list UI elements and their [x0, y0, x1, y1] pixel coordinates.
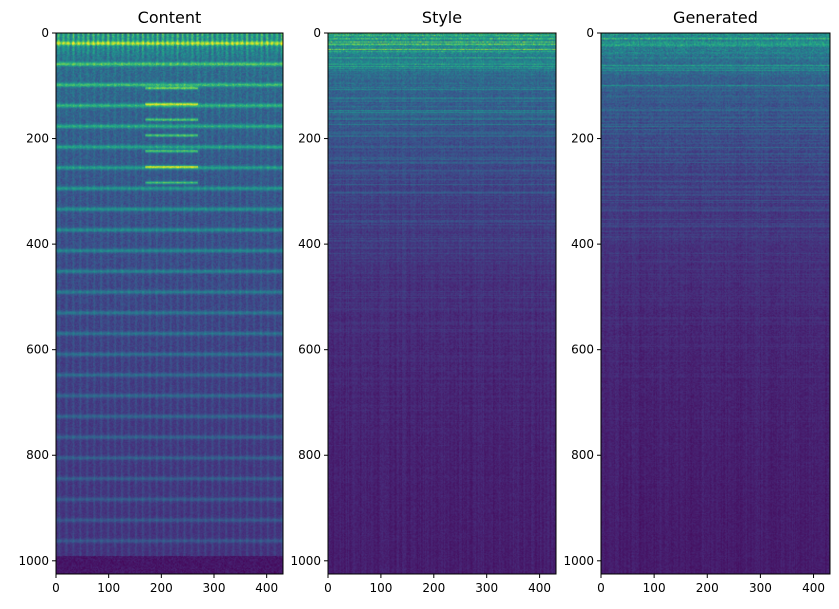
- x-tick-label: 0: [52, 581, 60, 595]
- panel-style: Style 0 100 200 300 400 0 200 400 600 800 1000: [290, 8, 557, 595]
- panel-title: Content: [138, 8, 202, 27]
- spectrogram-image: [601, 33, 830, 574]
- panel-generated: Generated 0 100 200 300 400 0 200 400 600 800 1000: [563, 8, 831, 595]
- x-tick-label: 300: [749, 581, 772, 595]
- x-tick-label: 300: [203, 581, 226, 595]
- x-tick-label: 100: [97, 581, 120, 595]
- y-tick-label: 0: [586, 26, 594, 40]
- y-tick-label: 400: [26, 237, 49, 251]
- y-tick-label: 1000: [563, 554, 594, 568]
- y-tick-label: 800: [298, 448, 321, 462]
- x-tick-label: 400: [255, 581, 278, 595]
- axes-frame: [600, 32, 831, 575]
- x-tick-label: 200: [150, 581, 173, 595]
- y-tick-label: 1000: [18, 554, 49, 568]
- panel-title: Style: [422, 8, 462, 27]
- axes-frame: [327, 32, 557, 575]
- y-tick-label: 600: [571, 343, 594, 357]
- y-tick-label: 800: [571, 448, 594, 462]
- x-tick-label: 200: [696, 581, 719, 595]
- y-tick-label: 400: [571, 237, 594, 251]
- panel-title: Generated: [673, 8, 758, 27]
- x-tick-label: 100: [643, 581, 666, 595]
- y-tick-label: 0: [313, 26, 321, 40]
- y-tick-label: 600: [26, 343, 49, 357]
- y-tick-label: 200: [26, 132, 49, 146]
- axes-frame: [55, 32, 284, 575]
- y-tick-label: 600: [298, 343, 321, 357]
- x-tick-label: 0: [324, 581, 332, 595]
- x-tick-label: 0: [597, 581, 605, 595]
- spectrogram-image: [56, 33, 283, 574]
- axis-ticks: 0 100 200 300 400 0 200 400 600 800 1000: [290, 26, 551, 595]
- x-tick-label: 200: [422, 581, 445, 595]
- y-tick-label: 400: [298, 237, 321, 251]
- y-tick-label: 200: [298, 132, 321, 146]
- y-tick-label: 0: [41, 26, 49, 40]
- y-tick-label: 200: [571, 132, 594, 146]
- x-tick-label: 100: [369, 581, 392, 595]
- axis-ticks: 0 100 200 300 400 0 200 400 600 800 1000: [18, 26, 278, 595]
- y-tick-label: 1000: [290, 554, 321, 568]
- x-tick-label: 400: [528, 581, 551, 595]
- spectrogram-image: [328, 33, 556, 574]
- x-tick-label: 400: [802, 581, 825, 595]
- axis-ticks: 0 100 200 300 400 0 200 400 600 800 1000: [563, 26, 825, 595]
- panel-content: Content 0 100 200 300 400 0 200 400 600 800 1000: [18, 8, 284, 595]
- x-tick-label: 300: [475, 581, 498, 595]
- y-tick-label: 800: [26, 448, 49, 462]
